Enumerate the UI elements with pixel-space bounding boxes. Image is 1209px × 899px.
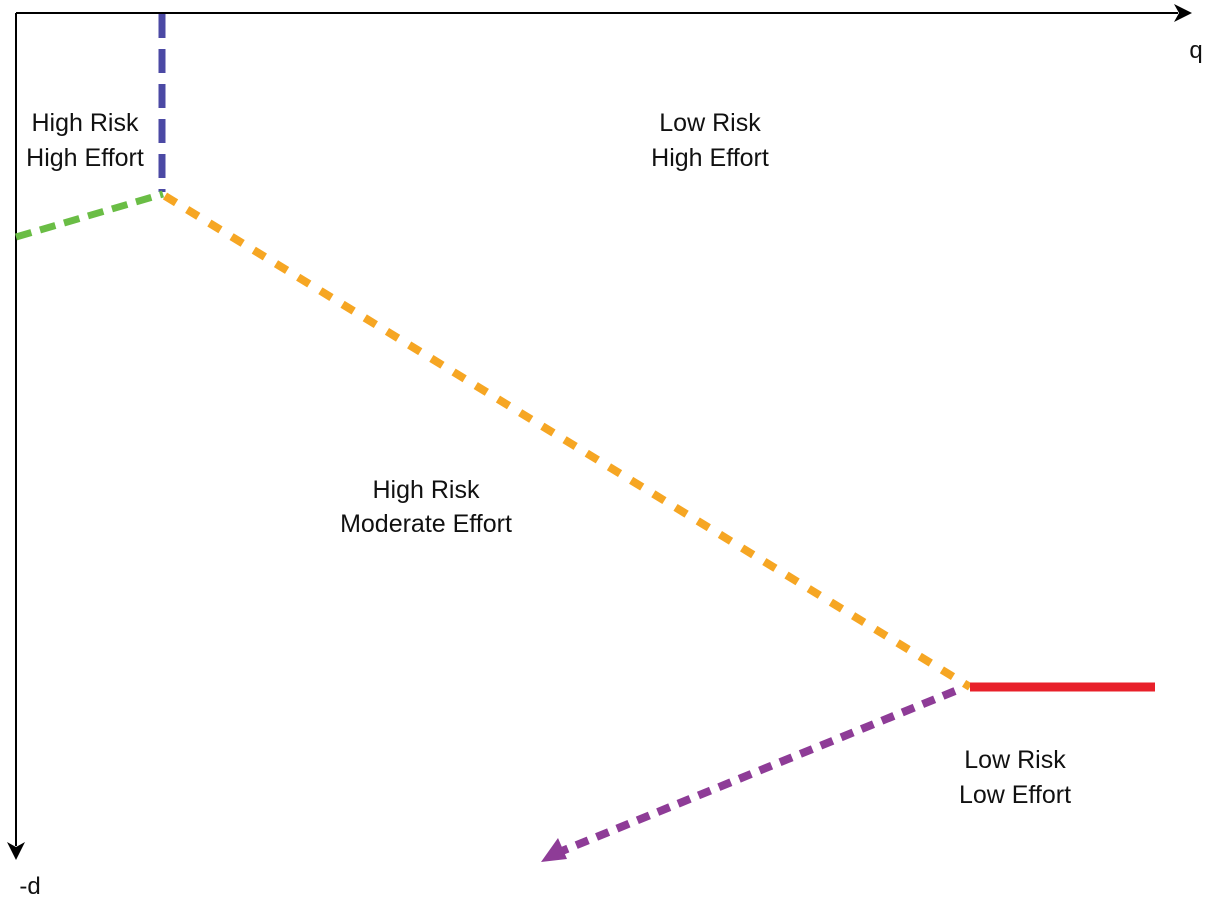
region-top-right-line1: Low Risk — [659, 109, 761, 137]
green-boundary-line — [15, 190, 164, 241]
y-axis-arrowhead — [7, 842, 25, 860]
purple-arrowhead — [541, 838, 567, 862]
x-axis-arrowhead — [1174, 4, 1192, 22]
x-axis-label: q — [1189, 37, 1202, 64]
region-label-middle: High Risk Moderate Effort — [340, 476, 512, 538]
region-top-right-line2: High Effort — [651, 144, 769, 172]
region-label-bottom-right: Low Risk Low Effort — [959, 746, 1071, 809]
boundaries — [15, 14, 1155, 862]
region-label-top-right: Low Risk High Effort — [651, 109, 769, 172]
region-top-left-line1: High Risk — [32, 109, 139, 137]
axes — [7, 4, 1192, 860]
region-bottom-right-line1: Low Risk — [964, 746, 1066, 774]
region-label-top-left: High Risk High Effort — [26, 109, 144, 172]
y-axis-label: -d — [19, 873, 40, 899]
purple-boundary-line — [560, 687, 957, 855]
region-top-left-line2: High Effort — [26, 144, 144, 172]
region-middle-line1: High Risk — [373, 476, 480, 504]
region-bottom-right-line2: Low Effort — [959, 781, 1071, 809]
orange-boundary-line — [162, 192, 973, 691]
region-middle-line2: Moderate Effort — [340, 510, 512, 538]
